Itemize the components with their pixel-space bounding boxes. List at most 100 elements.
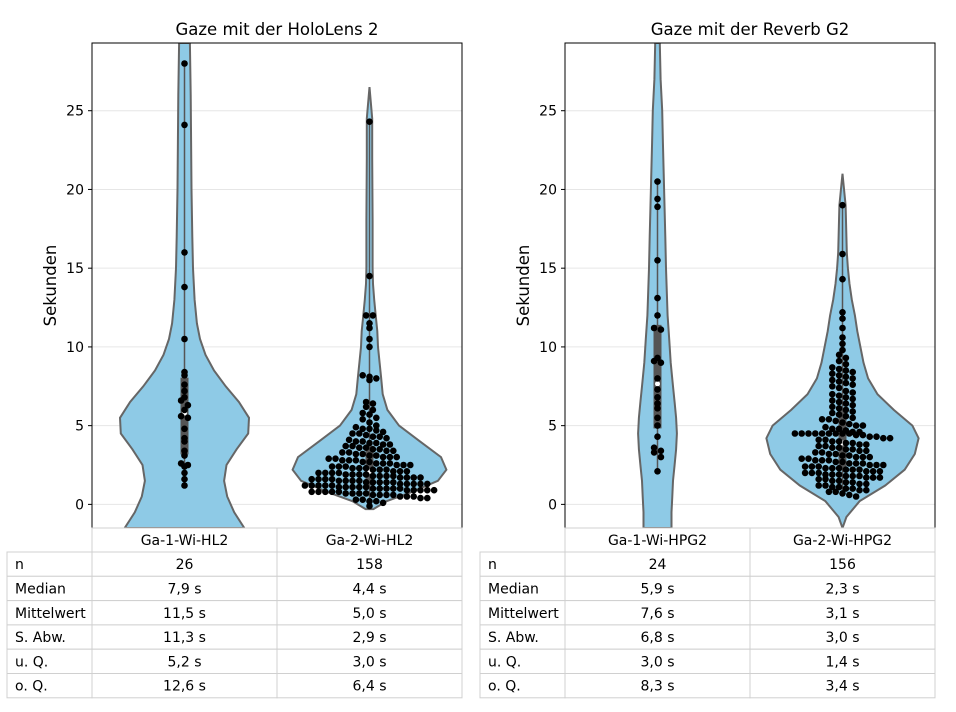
table-cell xyxy=(564,575,751,602)
data-point xyxy=(322,475,329,483)
data-point xyxy=(654,257,661,264)
data-point xyxy=(873,433,880,441)
data-point xyxy=(373,414,380,422)
data-point xyxy=(379,499,387,507)
table-value: 3,0 s xyxy=(825,630,859,646)
data-point xyxy=(366,118,373,125)
data-point xyxy=(184,414,192,422)
data-point xyxy=(849,389,856,396)
data-point xyxy=(366,452,373,459)
data-point xyxy=(829,383,836,390)
data-point xyxy=(308,475,316,483)
data-point xyxy=(390,468,397,475)
data-point xyxy=(846,430,853,437)
data-point xyxy=(359,416,367,423)
table-value: 3,1 s xyxy=(825,606,859,622)
data-point xyxy=(181,406,188,414)
data-point xyxy=(839,324,846,332)
data-point xyxy=(842,479,850,486)
iqr-box xyxy=(365,445,374,486)
data-point xyxy=(373,375,380,382)
table-value: 2,3 s xyxy=(825,581,859,597)
y-tick-label: 10 xyxy=(539,340,557,356)
data-point xyxy=(842,412,850,420)
data-point xyxy=(315,488,322,496)
data-point xyxy=(322,488,329,496)
data-point xyxy=(835,483,843,491)
data-point xyxy=(835,378,843,385)
data-point xyxy=(424,494,431,502)
data-point xyxy=(812,457,819,464)
data-point xyxy=(369,466,377,474)
data-point xyxy=(839,490,846,497)
data-point xyxy=(839,340,846,348)
data-point xyxy=(379,460,387,467)
data-point xyxy=(654,405,661,412)
data-point xyxy=(849,401,856,409)
data-point xyxy=(835,357,843,365)
table-cell xyxy=(749,673,936,699)
data-point xyxy=(835,372,843,379)
table-value: 5,0 s xyxy=(352,606,386,622)
data-point xyxy=(328,469,336,477)
iqr-box xyxy=(180,377,189,455)
row-label: u. Q. xyxy=(488,654,521,670)
data-point xyxy=(362,403,370,411)
data-point xyxy=(650,444,658,452)
table-cell xyxy=(749,648,936,675)
data-point xyxy=(835,477,843,485)
data-point xyxy=(654,422,661,429)
data-point xyxy=(352,457,360,464)
data-point xyxy=(369,400,377,407)
y-tick-label: 15 xyxy=(539,261,557,277)
data-point xyxy=(832,430,839,437)
data-point xyxy=(849,485,856,492)
data-point xyxy=(825,430,833,437)
data-point xyxy=(822,423,829,431)
data-point xyxy=(396,493,404,500)
data-point xyxy=(839,315,846,322)
chart-title: Gaze mit der Reverb G2 xyxy=(651,20,850,39)
data-point xyxy=(366,439,373,447)
data-point xyxy=(818,457,826,464)
data-point xyxy=(873,461,880,469)
data-point xyxy=(417,474,424,481)
table-value: 26 xyxy=(176,557,194,573)
table-row-label-cell xyxy=(479,575,566,602)
data-point xyxy=(349,430,356,437)
data-point xyxy=(328,463,336,470)
table-value: 1,4 s xyxy=(825,654,859,670)
data-point xyxy=(880,434,887,442)
data-point xyxy=(832,417,839,425)
data-point xyxy=(856,480,863,488)
data-point xyxy=(352,423,360,431)
table-value: 5,2 s xyxy=(167,654,201,670)
data-point xyxy=(654,400,661,407)
row-label: Mittelwert xyxy=(15,606,86,622)
column-header: Ga-2-Wi-HL2 xyxy=(326,533,414,549)
data-point xyxy=(835,384,843,392)
y-tick-label: 10 xyxy=(66,340,84,356)
data-point xyxy=(181,447,188,455)
data-point xyxy=(181,335,188,343)
data-point xyxy=(842,400,850,407)
data-point xyxy=(379,428,387,436)
data-point xyxy=(829,364,836,371)
data-point xyxy=(866,453,873,461)
data-point xyxy=(849,446,856,453)
row-label: Mittelwert xyxy=(488,606,559,622)
table-value: 6,8 s xyxy=(640,630,674,646)
data-point xyxy=(177,397,185,404)
data-point xyxy=(181,121,188,129)
data-point xyxy=(812,449,819,456)
data-point xyxy=(856,447,863,455)
data-point xyxy=(791,430,799,437)
data-point xyxy=(342,471,350,478)
data-point xyxy=(869,474,877,481)
data-point xyxy=(654,414,661,422)
data-point xyxy=(849,414,856,422)
data-point xyxy=(308,488,316,496)
data-point xyxy=(815,442,822,450)
data-point xyxy=(654,203,661,211)
data-point xyxy=(359,496,367,504)
